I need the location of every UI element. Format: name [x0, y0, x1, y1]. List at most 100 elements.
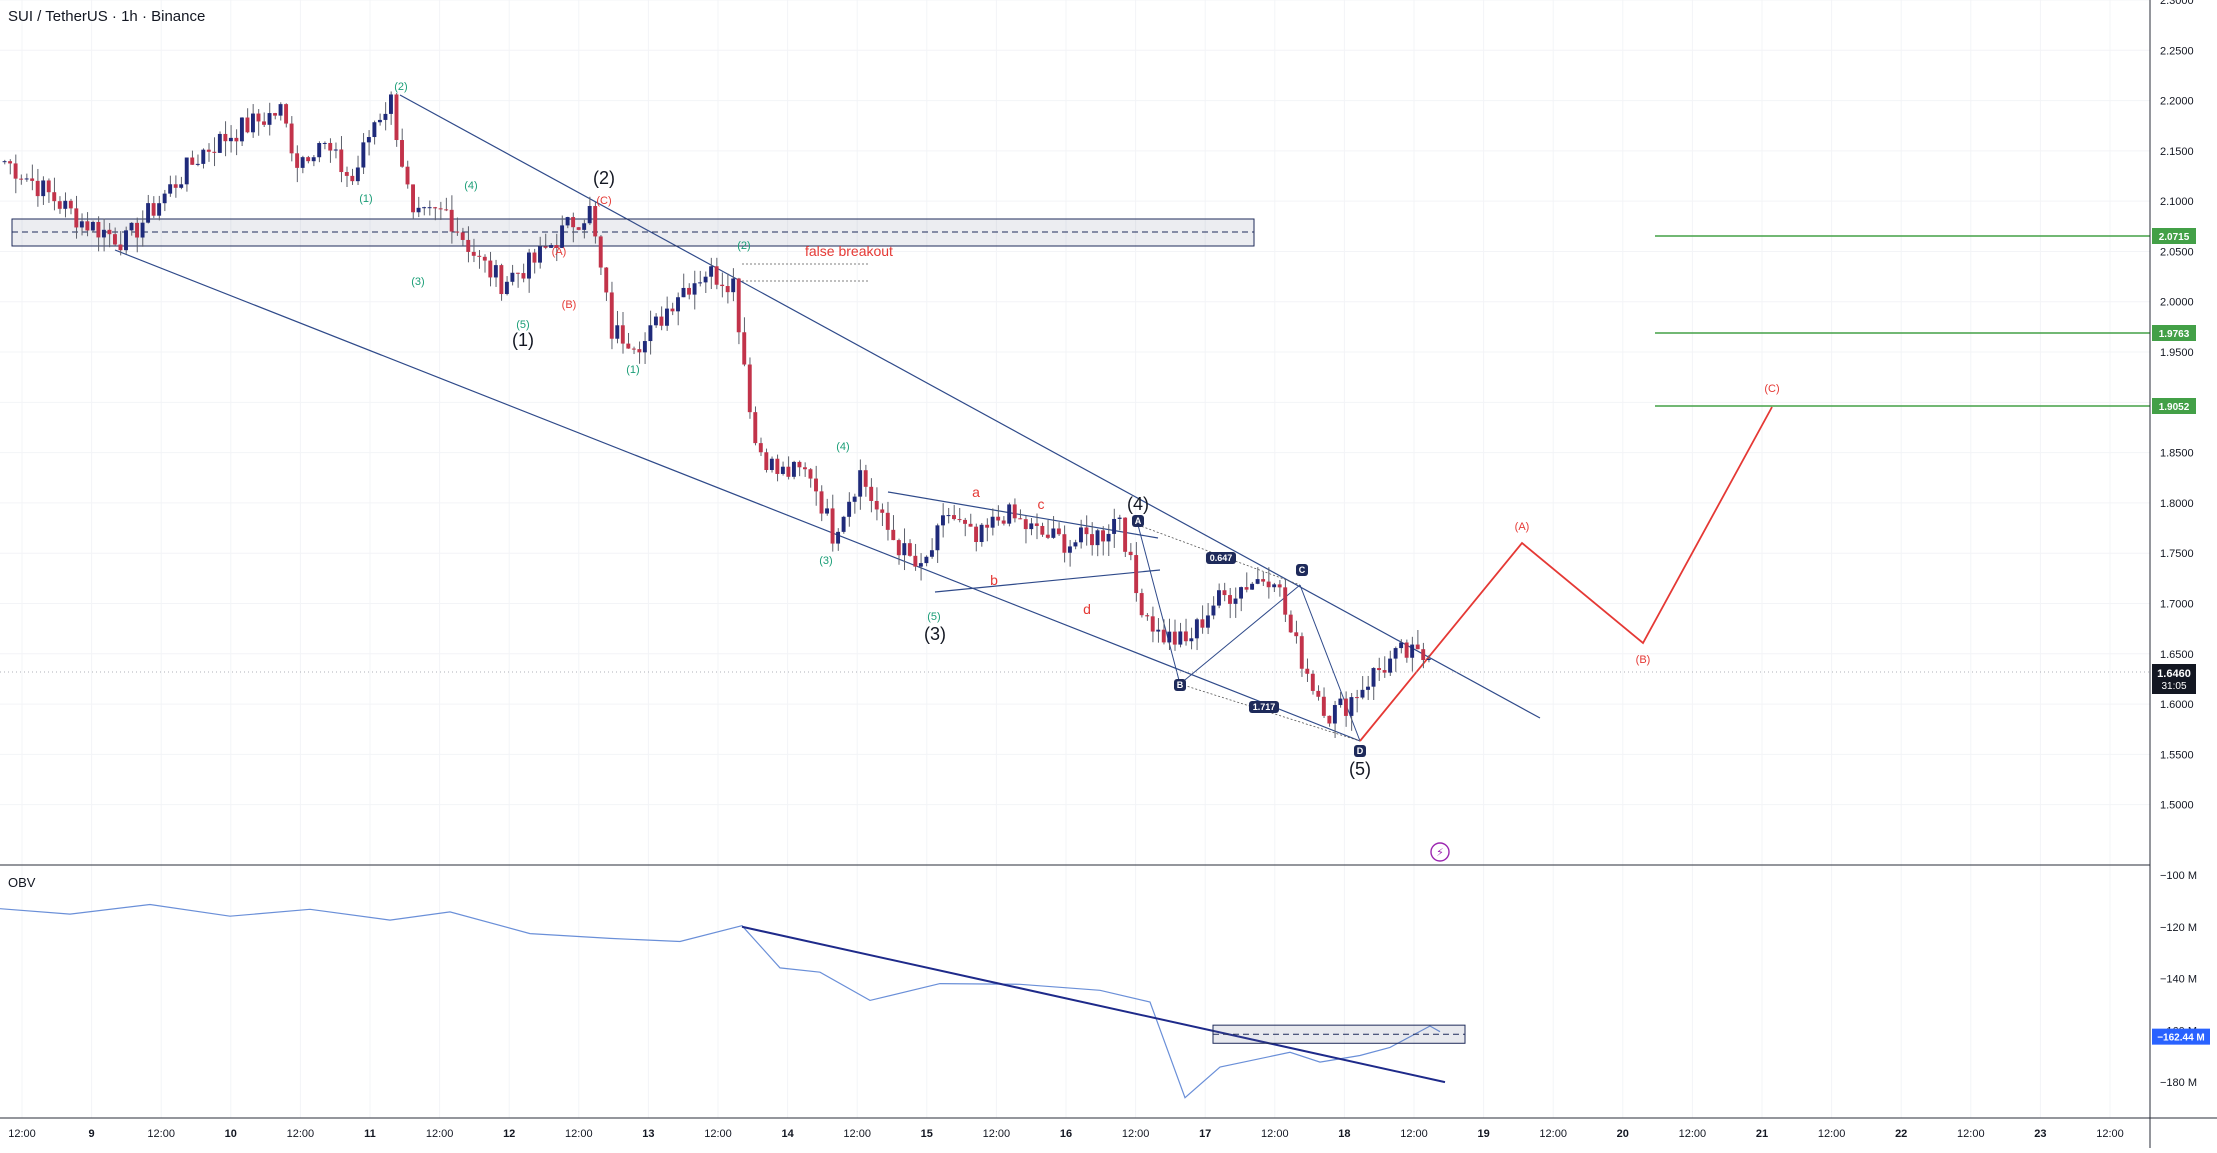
lightning-glyph: ⚡: [1436, 847, 1444, 859]
candle-down: [830, 508, 835, 544]
annotation: (5): [927, 611, 940, 623]
obv-tick: −180 M: [2160, 1077, 2197, 1089]
candle-up: [311, 157, 316, 162]
candle-up: [1371, 668, 1376, 687]
candle-up: [527, 252, 531, 279]
candle-up: [692, 283, 697, 295]
candle-up: [41, 180, 46, 197]
time-tick: 12:00: [565, 1128, 593, 1140]
candle-down: [985, 524, 990, 528]
candle-up: [493, 265, 498, 278]
annotation: (3): [924, 624, 946, 644]
candle-down: [758, 443, 763, 453]
price-tick: 2.1500: [2160, 146, 2194, 158]
candle-down: [1001, 520, 1006, 524]
candle-down: [1040, 525, 1045, 535]
annotation: (C): [1764, 383, 1779, 395]
candle-up: [731, 278, 736, 293]
candle-up: [1338, 698, 1343, 706]
candle-up: [780, 466, 785, 474]
candle-down: [620, 325, 625, 344]
time-tick: 12:00: [8, 1128, 36, 1140]
annotation: c: [1038, 496, 1045, 512]
candle-up: [841, 516, 846, 532]
pattern-leg: [1137, 524, 1181, 685]
candle-up: [836, 531, 841, 544]
candle-up: [184, 157, 189, 185]
candle-down: [598, 236, 603, 268]
candle-up: [791, 461, 796, 477]
candle-down: [637, 349, 642, 353]
candle-down: [471, 251, 476, 256]
candle-up: [1095, 530, 1100, 546]
candle-up: [703, 276, 708, 283]
candle-down: [1228, 595, 1232, 604]
candle-down: [344, 172, 349, 176]
price-tick: 1.8500: [2160, 448, 2194, 460]
time-tick: 11: [364, 1128, 376, 1140]
candle-up: [140, 222, 145, 238]
annotation-badge: [1174, 679, 1186, 691]
candle-up: [422, 207, 427, 209]
candle-down: [1145, 615, 1150, 617]
candle-up: [372, 122, 377, 138]
candle-up: [195, 163, 200, 165]
candle-down: [57, 201, 62, 209]
candle-up: [852, 496, 857, 502]
candle-up: [1205, 615, 1210, 628]
candle-up: [239, 117, 244, 142]
candle-up: [538, 246, 542, 263]
annotation: (3): [819, 555, 832, 567]
candle-up: [366, 137, 371, 143]
candle-down: [1316, 690, 1321, 697]
candle-down: [1327, 715, 1332, 724]
candle-up: [549, 245, 553, 248]
candle-up: [361, 142, 366, 168]
obv-current-label: −162.44 M: [2157, 1033, 2205, 1044]
candle-up: [124, 230, 128, 251]
time-tick: 16: [1060, 1128, 1072, 1140]
lightning-icon: [1430, 842, 1450, 862]
annotation: A: [1135, 516, 1142, 526]
time-tick: 22: [1895, 1128, 1907, 1140]
annotation: (4): [836, 441, 849, 453]
annotation: (2): [737, 240, 750, 252]
candle-up: [1272, 584, 1277, 588]
time-tick: 12:00: [983, 1128, 1011, 1140]
candle-down: [808, 469, 813, 479]
annotation: (2): [593, 168, 615, 188]
time-tick: 13: [642, 1128, 654, 1140]
time-tick: 9: [89, 1128, 95, 1140]
candle-up: [129, 222, 134, 231]
candle-down: [173, 184, 178, 188]
triangle-lower: [934, 569, 1161, 593]
candle-up: [615, 325, 620, 339]
candle-up: [427, 207, 432, 209]
candle-down: [295, 153, 300, 168]
candle-down: [1139, 593, 1144, 616]
candle-up: [1399, 642, 1404, 649]
time-tick: 12:00: [1679, 1128, 1707, 1140]
target-badge: [2152, 325, 2196, 341]
candle-down: [394, 94, 399, 141]
time-tick: 23: [2034, 1128, 2046, 1140]
candle-down: [532, 252, 537, 263]
candle-down: [659, 316, 664, 326]
candle-up: [267, 113, 272, 125]
candle-up: [179, 184, 184, 188]
candle-up: [333, 149, 338, 151]
candle-up: [300, 157, 305, 168]
time-tick: 12:00: [1122, 1128, 1150, 1140]
time-tick: 18: [1338, 1128, 1350, 1140]
candle-down: [968, 523, 973, 527]
time-tick: 12:00: [1957, 1128, 1985, 1140]
candle-up: [79, 221, 84, 228]
candle-up: [681, 287, 686, 298]
current-price-badge: [2152, 664, 2196, 694]
candle-down: [913, 555, 918, 567]
candle-down: [256, 113, 261, 122]
candle-up: [1233, 598, 1238, 604]
candle-up: [1426, 658, 1431, 661]
